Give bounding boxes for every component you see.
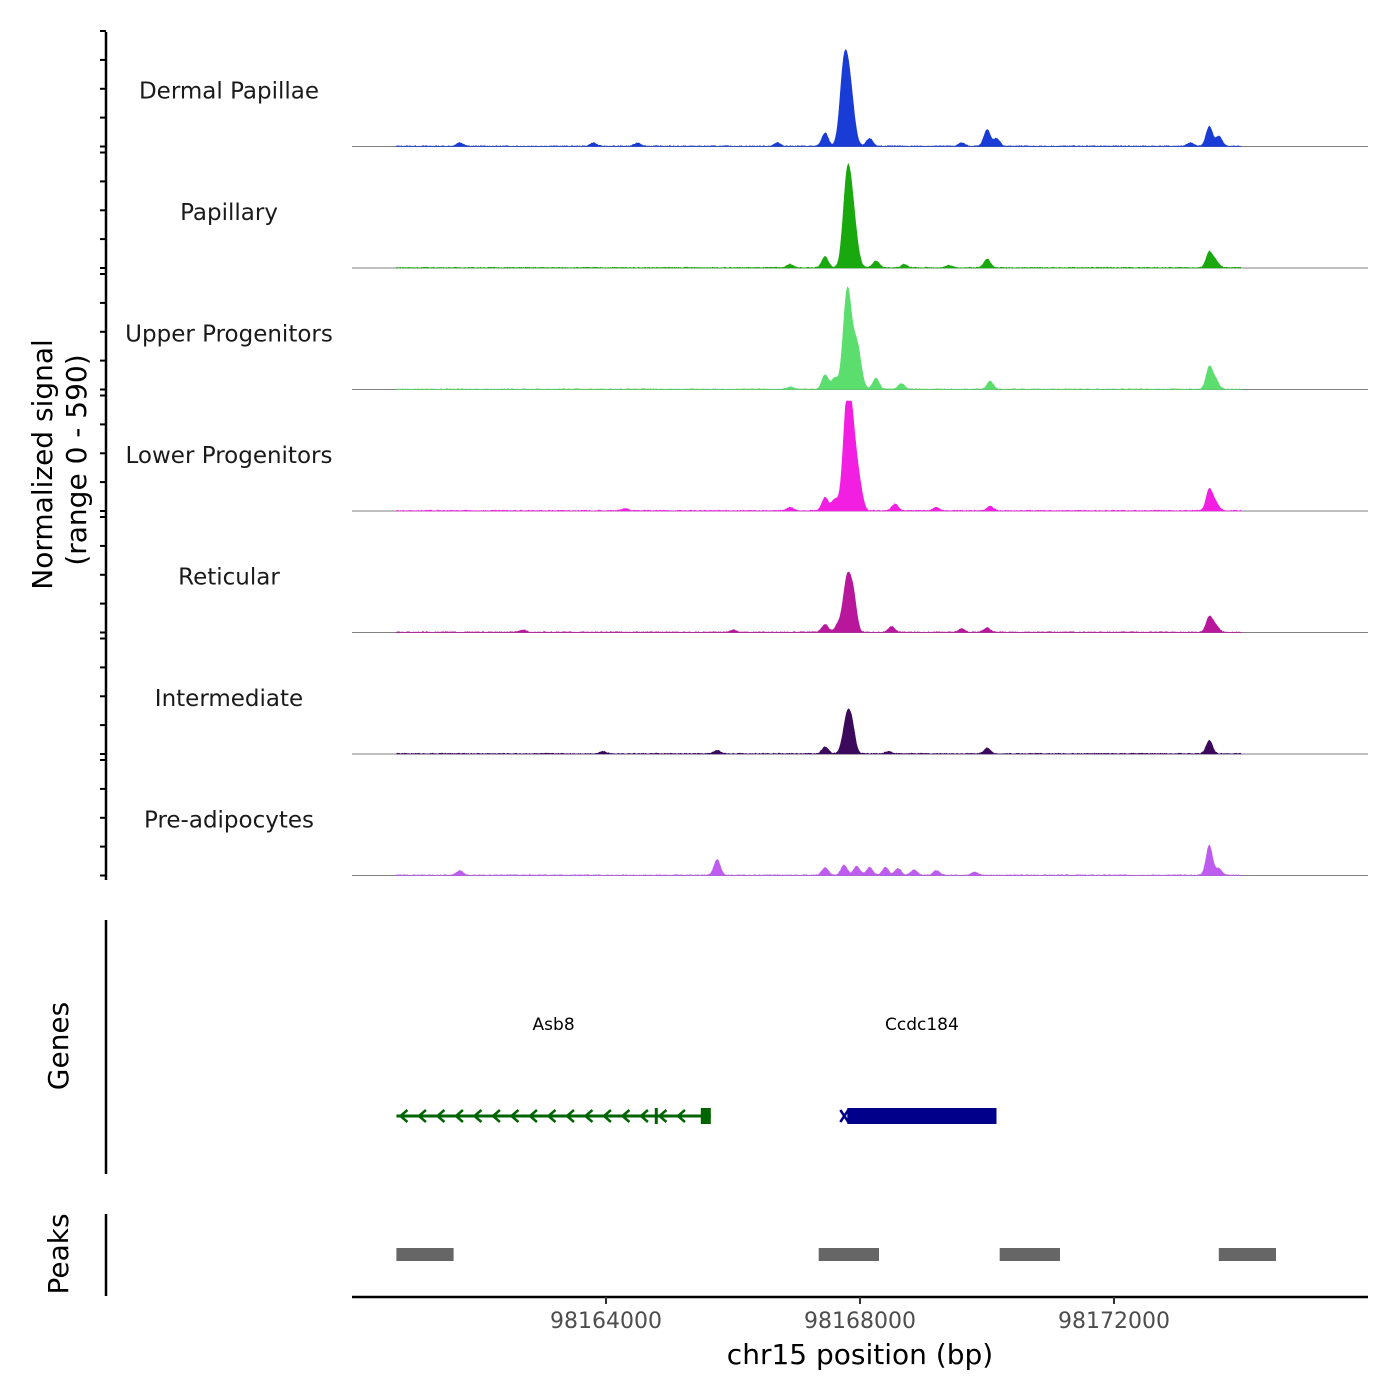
strand-arrow	[657, 1109, 668, 1123]
strand-arrow	[639, 1109, 649, 1123]
gene-label: Asb8	[533, 1015, 575, 1035]
gene-label: Ccdc184	[885, 1015, 959, 1035]
genes-track: Asb8 Ccdc184	[104, 920, 997, 1174]
track-label: Lower Progenitors	[126, 443, 333, 469]
y-axis-title-line1: Normalized signal	[26, 339, 59, 590]
peak-region	[999, 1248, 1060, 1261]
strand-arrow	[583, 1109, 594, 1123]
signal-area-intermediate	[396, 708, 1242, 755]
strand-arrow	[435, 1109, 446, 1123]
strand-arrow	[676, 1109, 686, 1123]
x-axis: 98164000 98168000 98172000	[352, 1295, 1368, 1334]
track-upper-progenitors: Upper Progenitors	[125, 286, 1368, 390]
y-axis-title: Normalized signal (range 0 - 590)	[26, 330, 93, 589]
track-intermediate: Intermediate	[155, 686, 1368, 755]
gene-exon	[700, 1108, 711, 1124]
signal-area-papillary	[396, 162, 1242, 269]
strand-arrow	[839, 1109, 850, 1123]
peaks-track-label: Peaks	[42, 1213, 75, 1294]
track-label: Pre-adipocytes	[144, 808, 314, 834]
peak-region	[818, 1248, 879, 1261]
strand-arrow	[546, 1109, 557, 1123]
x-tick-label: 98168000	[804, 1309, 916, 1334]
track-reticular: Reticular	[178, 565, 1368, 633]
strand-arrow	[491, 1109, 501, 1123]
signal-area-reticular	[396, 571, 1243, 633]
signal-area-dermal-papillae	[396, 49, 1243, 147]
track-label: Intermediate	[155, 686, 303, 712]
genes-track-label: Genes	[42, 1002, 75, 1090]
gene-exon	[654, 1108, 658, 1124]
strand-arrow	[509, 1109, 520, 1123]
strand-arrow	[620, 1109, 631, 1123]
strand-arrow	[417, 1109, 427, 1123]
y-axis-title-line2: (range 0 - 590)	[60, 354, 93, 565]
peak-region	[396, 1248, 454, 1261]
signal-area-lower-progenitors	[396, 400, 1242, 512]
track-label: Papillary	[180, 200, 278, 226]
strand-arrow	[454, 1109, 464, 1123]
track-label: Reticular	[178, 565, 280, 591]
signal-area-upper-progenitors	[396, 286, 1243, 390]
strand-arrow	[398, 1109, 409, 1123]
track-pre-adipocytes: Pre-adipocytes	[144, 808, 1368, 876]
strand-arrow	[472, 1109, 483, 1123]
track-dermal-papillae: Dermal Papillae	[139, 49, 1368, 147]
peak-region	[1218, 1248, 1276, 1261]
track-lower-progenitors: Lower Progenitors	[126, 400, 1368, 512]
track-papillary: Papillary	[180, 162, 1368, 269]
signal-y-axis	[100, 30, 108, 880]
gene-exon	[847, 1108, 997, 1124]
strand-arrow	[565, 1109, 575, 1123]
gene-ccdc184: Ccdc184	[839, 1015, 997, 1124]
track-label: Dermal Papillae	[139, 79, 319, 105]
x-axis-title: chr15 position (bp)	[727, 1338, 993, 1371]
signal-area-pre-adipocytes	[396, 844, 1243, 876]
peaks-track	[104, 1214, 1276, 1296]
track-label: Upper Progenitors	[125, 322, 333, 348]
signal-tracks: Dermal Papillae Papillary Upper Progenitor…	[125, 49, 1368, 876]
gene-asb8: Asb8	[396, 1015, 711, 1124]
strand-arrow	[528, 1109, 538, 1123]
x-tick-label: 98164000	[550, 1309, 662, 1334]
strand-arrow	[602, 1109, 612, 1123]
x-tick-label: 98172000	[1058, 1309, 1170, 1334]
